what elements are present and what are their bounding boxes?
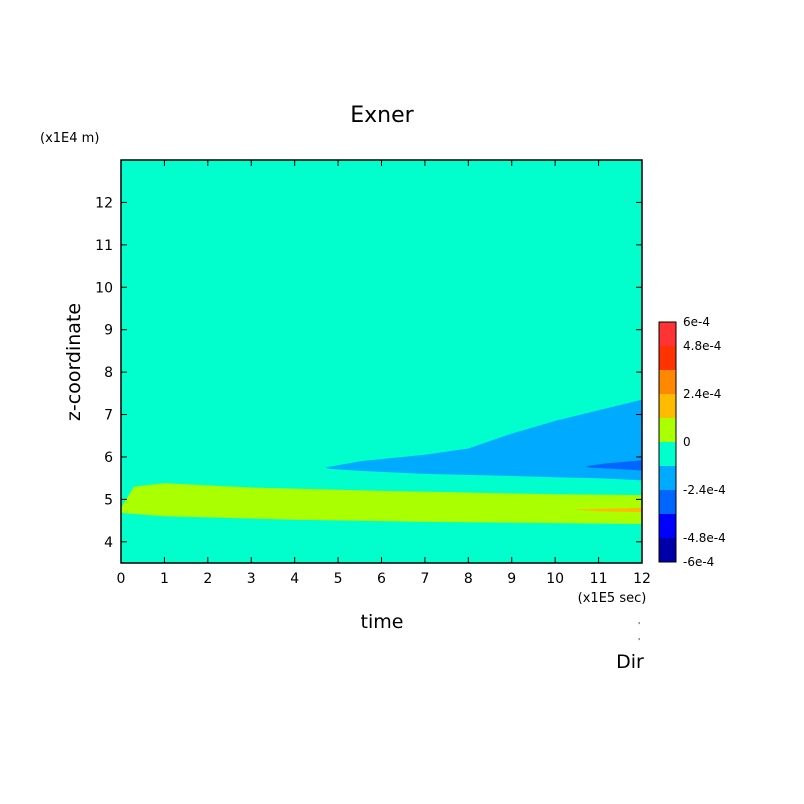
colorbar-swatch — [659, 346, 676, 370]
x-axis-label: time — [361, 611, 404, 633]
colorbar-label: -4.8e-4 — [683, 531, 726, 545]
y-tick-label: 8 — [104, 365, 113, 381]
x-tick-label: 6 — [377, 571, 386, 587]
colorbar-swatch — [659, 466, 676, 490]
contour-region-4 — [585, 460, 642, 471]
x-tick-label: 0 — [117, 571, 126, 587]
direction-marker: ' ' Dir — [616, 621, 644, 673]
x-tick-label: 3 — [247, 571, 256, 587]
y-axis-unit: (x1E4 m) — [40, 131, 99, 146]
x-tick-label: 11 — [590, 571, 608, 587]
colorbar-swatch — [659, 418, 676, 442]
plot-area — [120, 159, 643, 564]
colorbar-label: -6e-4 — [683, 555, 714, 569]
colorbar-label: 2.4e-4 — [683, 387, 721, 401]
chart-title: Exner — [350, 103, 414, 128]
direction-label: Dir — [616, 651, 644, 673]
colorbar-swatch — [659, 442, 676, 466]
x-tick-label: 9 — [507, 571, 516, 587]
direction-tick-lower: ' — [638, 637, 640, 646]
y-tick-label: 4 — [104, 535, 113, 551]
contour-region-2 — [572, 507, 642, 513]
y-tick-label: 10 — [95, 280, 113, 296]
x-tick-label: 5 — [334, 571, 343, 587]
y-axis-label: z-coordinate — [63, 303, 85, 421]
y-tick-label: 11 — [95, 238, 113, 254]
direction-tick-upper: ' — [638, 621, 640, 630]
colorbar-label: 0 — [683, 435, 691, 449]
colorbar-swatch — [659, 322, 676, 346]
colorbar-swatch — [659, 490, 676, 514]
x-tick-label: 7 — [420, 571, 429, 587]
x-tick-label: 1 — [160, 571, 169, 587]
colorbar-swatch — [659, 514, 676, 538]
contour-region-1 — [121, 483, 642, 524]
y-tick-label: 12 — [95, 195, 113, 211]
x-tick-label: 8 — [464, 571, 473, 587]
colorbar-label: 6e-4 — [683, 315, 710, 329]
y-tick-label: 6 — [104, 450, 113, 466]
colorbar-swatch — [659, 370, 676, 394]
y-tick-label: 7 — [104, 408, 113, 424]
x-tick-label: 10 — [546, 571, 564, 587]
x-tick-label: 2 — [203, 571, 212, 587]
colorbar-frame — [658, 321, 677, 563]
colorbar-label: -2.4e-4 — [683, 483, 726, 497]
contour-region-3 — [325, 399, 642, 481]
colorbar: 6e-4 4.8e-4 2.4e-4 0 -2.4e-4 -4.8e-4 -6e-4 — [658, 315, 726, 569]
x-tick-label: 12 — [633, 571, 651, 587]
y-tick-label: 9 — [104, 323, 113, 339]
y-tick-label: 5 — [104, 492, 113, 508]
colorbar-label: 4.8e-4 — [683, 339, 721, 353]
colorbar-swatch — [659, 394, 676, 418]
x-tick-label: 4 — [290, 571, 299, 587]
colorbar-swatch — [659, 538, 676, 562]
x-axis-unit: (x1E5 sec) — [578, 591, 647, 606]
